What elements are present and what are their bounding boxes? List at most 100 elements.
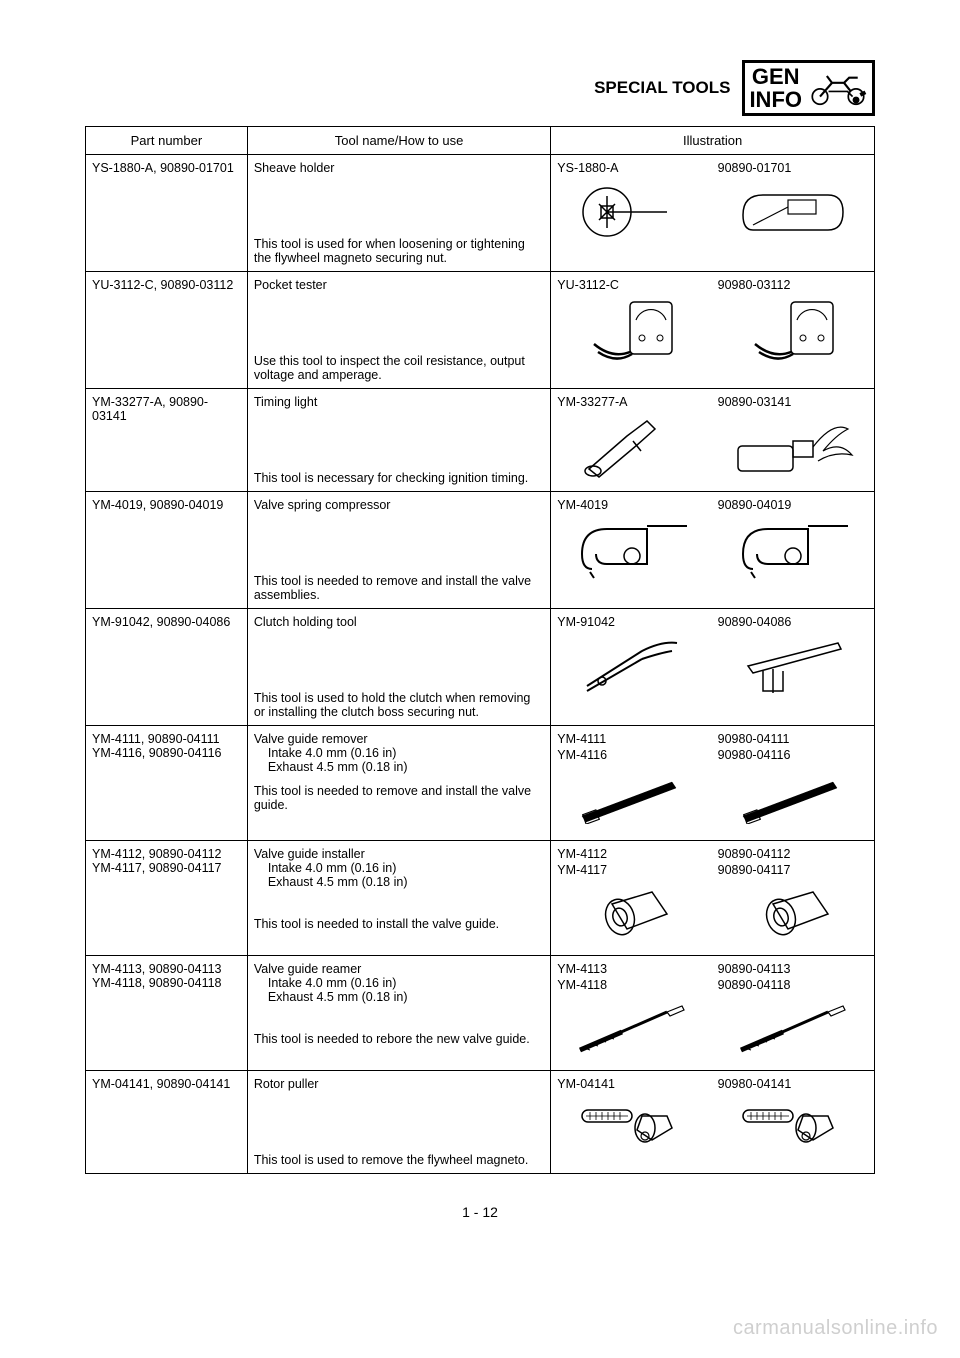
part-line: YM-4111, 90890-04111 [92,732,241,746]
illustration-cell: YM-4112 YM-4117 90890-04112 90890-04117 [551,841,875,956]
table-row: YU-3112-C, 90890-03112 Pocket tester Use… [86,272,875,389]
part-line: YM-4116, 90890-04116 [92,746,241,760]
tool-name: Valve guide installer [254,847,544,861]
badge-line2: INFO [749,88,802,111]
tool-name: Valve spring compressor [254,498,544,512]
tool-cell: Sheave holder This tool is used for when… [247,155,550,272]
ill-right-label: 90890-04118 [718,978,868,992]
part-line: YM-4117, 90890-04117 [92,861,241,875]
section-badge: GEN INFO [742,60,875,116]
section-title: SPECIAL TOOLS [594,78,730,98]
tool-cell: Valve spring compressor This tool is nee… [247,492,550,609]
tool-detail: Intake 4.0 mm (0.16 in) [254,861,544,875]
sheave-holder-alt-icon [718,177,868,247]
illustration-cell: YM-04141 90980-04141 [551,1071,875,1174]
tool-use: This tool is used to hold the clutch whe… [254,691,544,719]
valve-guide-reamer-alt-icon [718,994,868,1064]
ill-left-label: YM-04141 [557,1077,707,1091]
ill-right-label: 90890-01701 [718,161,868,175]
part-number: YM-04141, 90890-04141 [86,1071,248,1174]
table-header-row: Part number Tool name/How to use Illustr… [86,127,875,155]
tool-cell: Valve guide installer Intake 4.0 mm (0.1… [247,841,550,956]
ill-left-label: YU-3112-C [557,278,707,292]
badge-text: GEN INFO [749,65,802,111]
pocket-tester-alt-icon [718,294,868,364]
clutch-holding-tool-alt-icon [718,631,868,701]
ill-right-label: 90890-04117 [718,863,868,877]
illustration-cell: YM-4019 90890-04019 [551,492,875,609]
illustration-cell: YS-1880-A 90890-01701 [551,155,875,272]
ill-left-label: YM-91042 [557,615,707,629]
ill-left-label: YM-4116 [557,748,707,762]
ill-left-label: YM-4112 [557,847,707,861]
part-number: YM-4111, 90890-04111 YM-4116, 90890-0411… [86,726,248,841]
badge-line1: GEN [749,65,802,88]
part-number: YM-91042, 90890-04086 [86,609,248,726]
ill-right-label: 90890-04019 [718,498,868,512]
part-line: YM-4118, 90890-04118 [92,976,241,990]
tool-cell: Valve guide remover Intake 4.0 mm (0.16 … [247,726,550,841]
illustration-cell: YM-91042 90890-04086 [551,609,875,726]
part-number: YM-4019, 90890-04019 [86,492,248,609]
valve-spring-compressor-alt-icon [718,514,868,584]
tool-cell: Pocket tester Use this tool to inspect t… [247,272,550,389]
tool-name: Timing light [254,395,544,409]
tool-use: This tool is needed to remove and instal… [254,574,544,602]
col-ill-header: Illustration [551,127,875,155]
ill-right-label: 90980-04141 [718,1077,868,1091]
motorcycle-icon [808,69,868,107]
timing-light-alt-icon [718,411,868,481]
tool-use: This tool is needed to install the valve… [254,917,544,931]
valve-guide-installer-icon [557,879,707,949]
sheave-holder-icon [557,177,707,247]
ill-right-label: 90890-03141 [718,395,868,409]
table-row: YM-4112, 90890-04112 YM-4117, 90890-0411… [86,841,875,956]
ill-left-label: YM-4117 [557,863,707,877]
valve-guide-remover-icon [557,764,707,834]
tool-name: Pocket tester [254,278,544,292]
tool-cell: Rotor puller This tool is used to remove… [247,1071,550,1174]
valve-spring-compressor-icon [557,514,707,584]
illustration-cell: YU-3112-C 90980-03112 [551,272,875,389]
page-header: SPECIAL TOOLS GEN INFO [85,60,875,116]
tool-use: This tool is needed to rebore the new va… [254,1032,544,1046]
tool-detail: Exhaust 4.5 mm (0.18 in) [254,990,544,1004]
ill-right-label: 90980-04111 [718,732,868,746]
part-number: YM-4113, 90890-04113 YM-4118, 90890-0411… [86,956,248,1071]
ill-left-label: YM-33277-A [557,395,707,409]
table-row: YM-4113, 90890-04113 YM-4118, 90890-0411… [86,956,875,1071]
tool-use: This tool is used to remove the flywheel… [254,1153,544,1167]
tool-use: Use this tool to inspect the coil resist… [254,354,544,382]
illustration-cell: YM-33277-A 90890-03141 [551,389,875,492]
ill-left-label: YM-4019 [557,498,707,512]
tool-use: This tool is used for when loosening or … [254,237,544,265]
valve-guide-reamer-icon [557,994,707,1064]
tool-detail: Exhaust 4.5 mm (0.18 in) [254,875,544,889]
table-row: YM-4019, 90890-04019 Valve spring compre… [86,492,875,609]
tool-name: Rotor puller [254,1077,544,1091]
tool-detail: Intake 4.0 mm (0.16 in) [254,976,544,990]
rotor-puller-icon [557,1093,707,1163]
tool-name: Valve guide remover [254,732,544,746]
ill-right-label: 90890-04086 [718,615,868,629]
clutch-holding-tool-icon [557,631,707,701]
tool-use: This tool is needed to remove and instal… [254,784,544,812]
ill-right-label: 90890-04113 [718,962,868,976]
col-tool-header: Tool name/How to use [247,127,550,155]
tool-name: Clutch holding tool [254,615,544,629]
table-row: YM-4111, 90890-04111 YM-4116, 90890-0411… [86,726,875,841]
illustration-cell: YM-4113 YM-4118 90890-04113 90890-04118 [551,956,875,1071]
table-row: YM-04141, 90890-04141 Rotor puller This … [86,1071,875,1174]
watermark: carmanualsonline.info [733,1317,938,1340]
rotor-puller-alt-icon [718,1093,868,1163]
part-number: YM-4112, 90890-04112 YM-4117, 90890-0411… [86,841,248,956]
part-line: YM-4112, 90890-04112 [92,847,241,861]
part-line: YM-4113, 90890-04113 [92,962,241,976]
ill-left-label: YM-4113 [557,962,707,976]
timing-light-icon [557,411,707,481]
part-number: YU-3112-C, 90890-03112 [86,272,248,389]
valve-guide-remover-alt-icon [718,764,868,834]
part-number: YS-1880-A, 90890-01701 [86,155,248,272]
tool-detail: Intake 4.0 mm (0.16 in) [254,746,544,760]
page-number: 1 - 12 [85,1204,875,1220]
